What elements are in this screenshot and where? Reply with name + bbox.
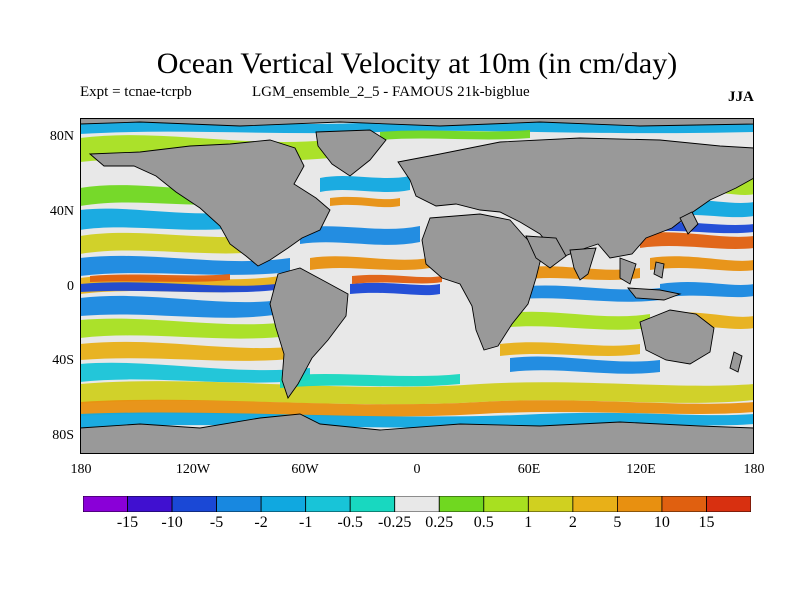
arabia: [525, 235, 567, 269]
india: [569, 247, 597, 281]
colorbar-swatch: [661, 496, 707, 512]
colorbar-label: 0.25: [425, 514, 454, 531]
new-zealand: [729, 351, 743, 373]
colorbar-swatch: [617, 496, 663, 512]
japan: [679, 211, 699, 235]
velocity-bands: [80, 120, 754, 428]
colorbar-label: -0.5: [337, 514, 363, 531]
colorbar-label: -10: [161, 514, 183, 531]
experiment-label: Expt = tcnae-tcrpb: [80, 84, 192, 100]
land-masses: [80, 118, 754, 454]
africa: [421, 213, 543, 351]
lat-label-80s: 80S: [52, 428, 74, 443]
colorbar-swatch: [127, 496, 173, 512]
lat-label-eq: 0: [67, 279, 74, 294]
south-america: [269, 267, 349, 399]
colorbar-swatch: [706, 496, 751, 512]
lon-label-120w: 120W: [175, 462, 211, 477]
lat-label-80n: 80N: [49, 129, 74, 144]
colorbar-swatch: [83, 496, 128, 512]
lon-label-0: 0: [413, 462, 421, 477]
colorbar-swatch: [171, 496, 217, 512]
colorbar-swatch: [394, 496, 440, 512]
lon-label-60w: 60W: [291, 462, 319, 477]
eurasia: [397, 137, 754, 259]
north-america: [88, 139, 331, 267]
philippines: [653, 261, 665, 279]
antarctica: [80, 413, 754, 454]
colorbar-label: 0.5: [473, 514, 494, 531]
colorbar-swatch: [527, 496, 574, 512]
map-frame: [80, 118, 754, 454]
colorbar-swatch: [260, 496, 307, 512]
colorbar-label: 15: [698, 514, 715, 531]
colorbar-label: -1: [299, 514, 313, 531]
colorbar-swatch: [572, 496, 618, 512]
run-label: LGM_ensemble_2_5 - FAMOUS 21k-bigblue: [252, 84, 530, 100]
colorbar: [83, 496, 751, 512]
season-label: JJA: [728, 89, 754, 105]
lon-label-180w: 180: [70, 462, 92, 477]
colorbar-label: 2: [568, 514, 577, 531]
colorbar-label: 1: [524, 514, 533, 531]
lon-label-60e: 60E: [517, 462, 541, 477]
lon-label-180e: 180: [743, 462, 765, 477]
colorbar-label: -15: [116, 514, 139, 531]
colorbar-label: 10: [653, 514, 670, 531]
lat-label-40s: 40S: [52, 353, 74, 368]
colorbar-label: 5: [613, 514, 622, 531]
colorbar-label: -2: [254, 514, 268, 531]
colorbar-swatch: [483, 496, 529, 512]
colorbar-swatch: [349, 496, 396, 512]
greenland: [315, 129, 387, 177]
australia: [639, 309, 715, 365]
lon-label-120e: 120E: [626, 462, 656, 477]
lat-label-40n: 40N: [49, 204, 74, 219]
colorbar-swatch: [305, 496, 351, 512]
colorbar-label: -0.25: [378, 514, 412, 531]
colorbar-swatch: [438, 496, 485, 512]
colorbar-swatch: [216, 496, 262, 512]
southeast-asia: [619, 257, 637, 285]
colorbar-label: -5: [209, 514, 224, 531]
arctic-land: [80, 118, 754, 127]
indonesia: [627, 287, 682, 301]
map-title: Ocean Vertical Velocity at 10m (in cm/da…: [156, 47, 678, 80]
vertical-velocity-map: [80, 118, 754, 454]
